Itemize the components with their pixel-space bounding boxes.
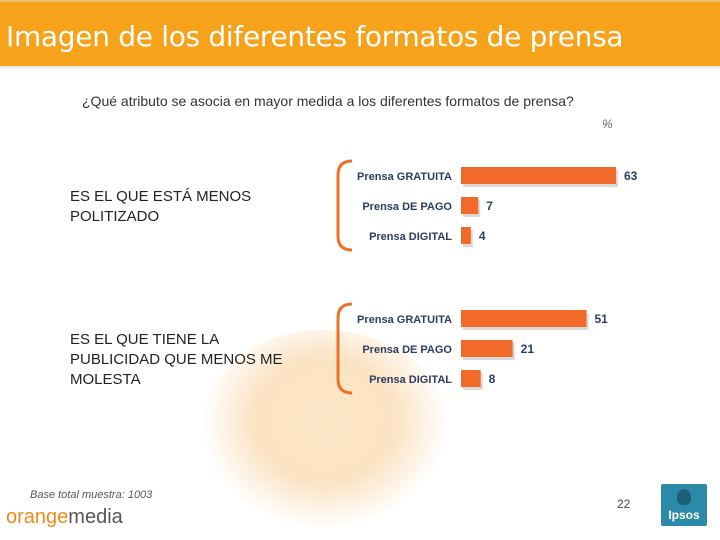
bar (461, 167, 616, 184)
group-label-line: ES EL QUE ESTÁ MENOS (70, 188, 252, 205)
ipsos-logo-text: Ipsos (668, 508, 700, 522)
category-label: Prensa DE PAGO (362, 201, 452, 213)
group-label-line: ES EL QUE TIENE LA (70, 331, 220, 348)
category-label: Prensa GRATUITA (357, 314, 452, 326)
group-bracket (336, 302, 353, 395)
group-label-line: POLITIZADO (70, 208, 160, 225)
category-label: Prensa DIGITAL (369, 231, 452, 243)
header-bar: Imagen de los diferentes formatos de pre… (0, 0, 720, 70)
group-label-line: MOLESTA (70, 371, 141, 388)
sample-base-note: Base total muestra: 1003 (30, 489, 153, 501)
orangemedia-logo: orangemedia (6, 506, 123, 529)
category-label: Prensa DIGITAL (369, 374, 452, 386)
ipsos-logo: Ipsos (661, 484, 707, 526)
page-number: 22 (617, 497, 631, 511)
group-label-line: PUBLICIDAD QUE MENOS ME (70, 351, 283, 368)
group-label-publicidad: ES EL QUE TIENE LA PUBLICIDAD QUE MENOS … (70, 330, 320, 390)
bar (461, 310, 587, 327)
value-label: 7 (486, 199, 493, 213)
value-label: 21 (521, 342, 535, 356)
value-label: 51 (594, 312, 608, 326)
page-title: Imagen de los diferentes formatos de pre… (6, 20, 624, 53)
logo-part-orange: orange (6, 506, 69, 528)
value-label: 4 (479, 229, 486, 243)
value-label: 63 (624, 169, 638, 183)
logo-part-media: media (68, 506, 123, 528)
group-label-politizado: ES EL QUE ESTÁ MENOS POLITIZADO (70, 187, 320, 227)
category-label: Prensa GRATUITA (357, 171, 452, 183)
bar (461, 340, 513, 357)
question-text: ¿Qué atributo se asocia en mayor medida … (82, 93, 574, 109)
orange-background-image (200, 330, 450, 530)
value-label: 8 (489, 372, 496, 386)
unit-label: % (602, 117, 613, 131)
group-bracket (336, 159, 353, 252)
bar (461, 197, 479, 214)
header-divider (0, 66, 720, 68)
ipsos-mark-icon (677, 489, 691, 505)
category-label: Prensa DE PAGO (362, 344, 452, 356)
bar (461, 227, 471, 244)
bar (461, 370, 481, 387)
